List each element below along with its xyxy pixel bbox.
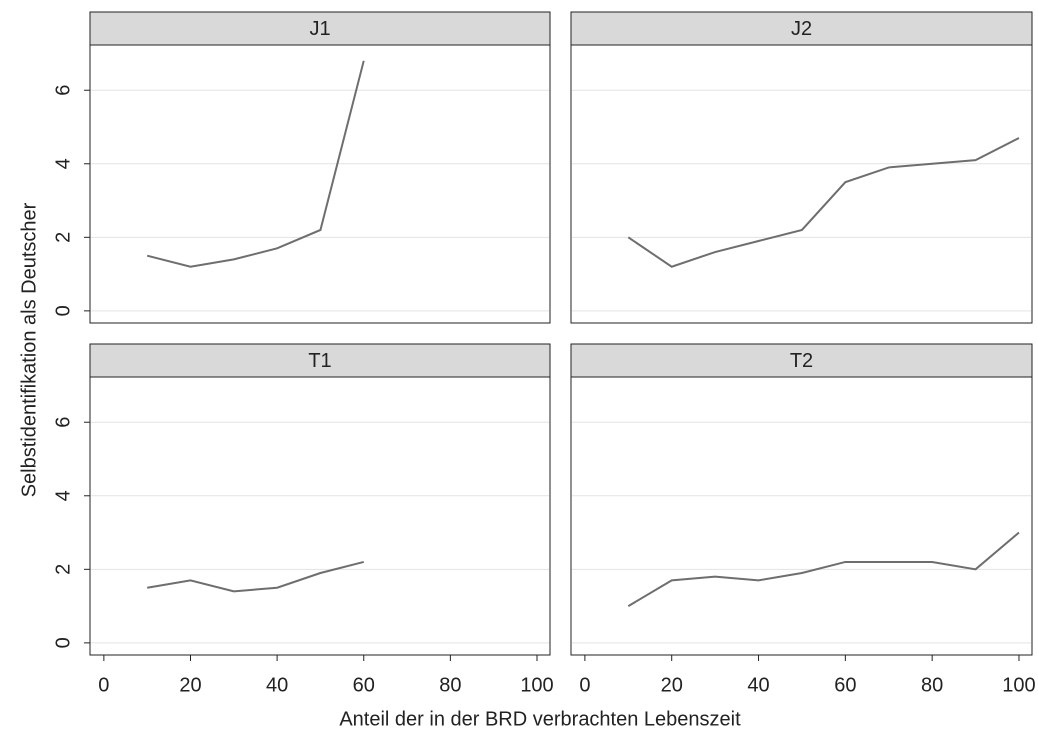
x-tick-label: 40 <box>266 674 288 696</box>
series-line <box>627 531 1020 607</box>
x-tick-label: 20 <box>179 674 201 696</box>
y-tick-label: 6 <box>52 417 74 428</box>
y-tick-label: 0 <box>52 305 74 316</box>
y-tick-label: 0 <box>52 637 74 648</box>
plot-frame <box>570 44 1033 324</box>
x-tick-label: 20 <box>661 674 683 696</box>
plot-frame <box>570 376 1033 656</box>
x-tick-label: 60 <box>834 674 856 696</box>
series-line <box>146 60 365 268</box>
x-tick-label: 100 <box>1002 674 1035 696</box>
panel-header <box>89 343 551 378</box>
x-tick-label: 0 <box>579 674 590 696</box>
y-tick-label: 6 <box>52 85 74 96</box>
y-tick-label: 2 <box>52 564 74 575</box>
panel-title: J1 <box>309 18 330 40</box>
x-tick-label: 80 <box>439 674 461 696</box>
y-tick-label: 2 <box>52 232 74 243</box>
x-tick-label: 0 <box>98 674 109 696</box>
x-tick-label: 60 <box>353 674 375 696</box>
series-line <box>627 137 1020 268</box>
panel-header <box>570 343 1033 378</box>
panel-title: T2 <box>790 350 813 372</box>
y-tick-label: 4 <box>52 158 74 169</box>
y-axis-label: Selbstidentifikation als Deutscher <box>18 202 40 497</box>
panel-title: J2 <box>791 18 812 40</box>
x-tick-label: 40 <box>747 674 769 696</box>
series-line <box>147 560 364 593</box>
x-tick-label: 100 <box>520 674 553 696</box>
panel-header <box>89 11 551 46</box>
panel-title: T1 <box>308 350 331 372</box>
y-tick-label: 4 <box>52 490 74 501</box>
x-tick-label: 80 <box>921 674 943 696</box>
plot-frame <box>89 376 551 656</box>
plot-frame <box>89 44 551 324</box>
x-axis-label: Anteil der in der BRD verbrachten Lebens… <box>339 708 741 730</box>
